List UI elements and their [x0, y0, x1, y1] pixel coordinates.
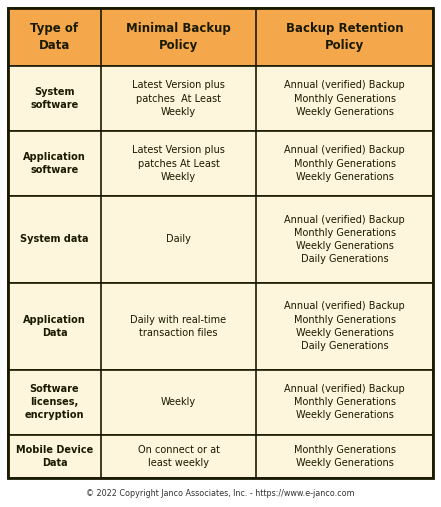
Text: Annual (verified) Backup
Monthly Generations
Weekly Generations
Daily Generation: Annual (verified) Backup Monthly Generat… — [284, 214, 405, 264]
Text: Minimal Backup
Policy: Minimal Backup Policy — [126, 22, 231, 52]
Bar — [8, 283, 433, 370]
Text: Mobile Device
Data: Mobile Device Data — [16, 445, 93, 468]
Bar — [8, 131, 433, 196]
Text: On connect or at
least weekly: On connect or at least weekly — [138, 445, 220, 468]
Text: © 2022 Copyright Janco Associates, Inc. - https://www.e-janco.com: © 2022 Copyright Janco Associates, Inc. … — [86, 489, 355, 498]
Text: Annual (verified) Backup
Monthly Generations
Weekly Generations
Daily Generation: Annual (verified) Backup Monthly Generat… — [284, 301, 405, 351]
Text: Latest Version plus
patches At Least
Weekly: Latest Version plus patches At Least Wee… — [132, 146, 225, 182]
Text: Annual (verified) Backup
Monthly Generations
Weekly Generations: Annual (verified) Backup Monthly Generat… — [284, 146, 405, 182]
Text: Annual (verified) Backup
Monthly Generations
Weekly Generations: Annual (verified) Backup Monthly Generat… — [284, 384, 405, 420]
Text: Daily: Daily — [166, 234, 191, 244]
Text: Monthly Generations
Weekly Generations: Monthly Generations Weekly Generations — [294, 445, 396, 468]
Bar — [8, 196, 433, 283]
Text: Type of
Data: Type of Data — [30, 22, 78, 52]
Text: System data: System data — [20, 234, 89, 244]
Text: Latest Version plus
patches  At Least
Weekly: Latest Version plus patches At Least Wee… — [132, 80, 225, 117]
Text: Application
software: Application software — [23, 152, 86, 175]
Bar — [8, 370, 433, 434]
Bar — [8, 434, 433, 478]
Bar — [8, 8, 433, 66]
Text: System
software: System software — [30, 87, 78, 110]
Text: Backup Retention
Policy: Backup Retention Policy — [286, 22, 404, 52]
Bar — [8, 66, 433, 131]
Text: Software
licenses,
encryption: Software licenses, encryption — [25, 384, 84, 420]
Text: Application
Data: Application Data — [23, 315, 86, 338]
Text: Daily with real-time
transaction files: Daily with real-time transaction files — [131, 315, 227, 338]
Text: Weekly: Weekly — [161, 397, 196, 407]
Text: Annual (verified) Backup
Monthly Generations
Weekly Generations: Annual (verified) Backup Monthly Generat… — [284, 80, 405, 117]
